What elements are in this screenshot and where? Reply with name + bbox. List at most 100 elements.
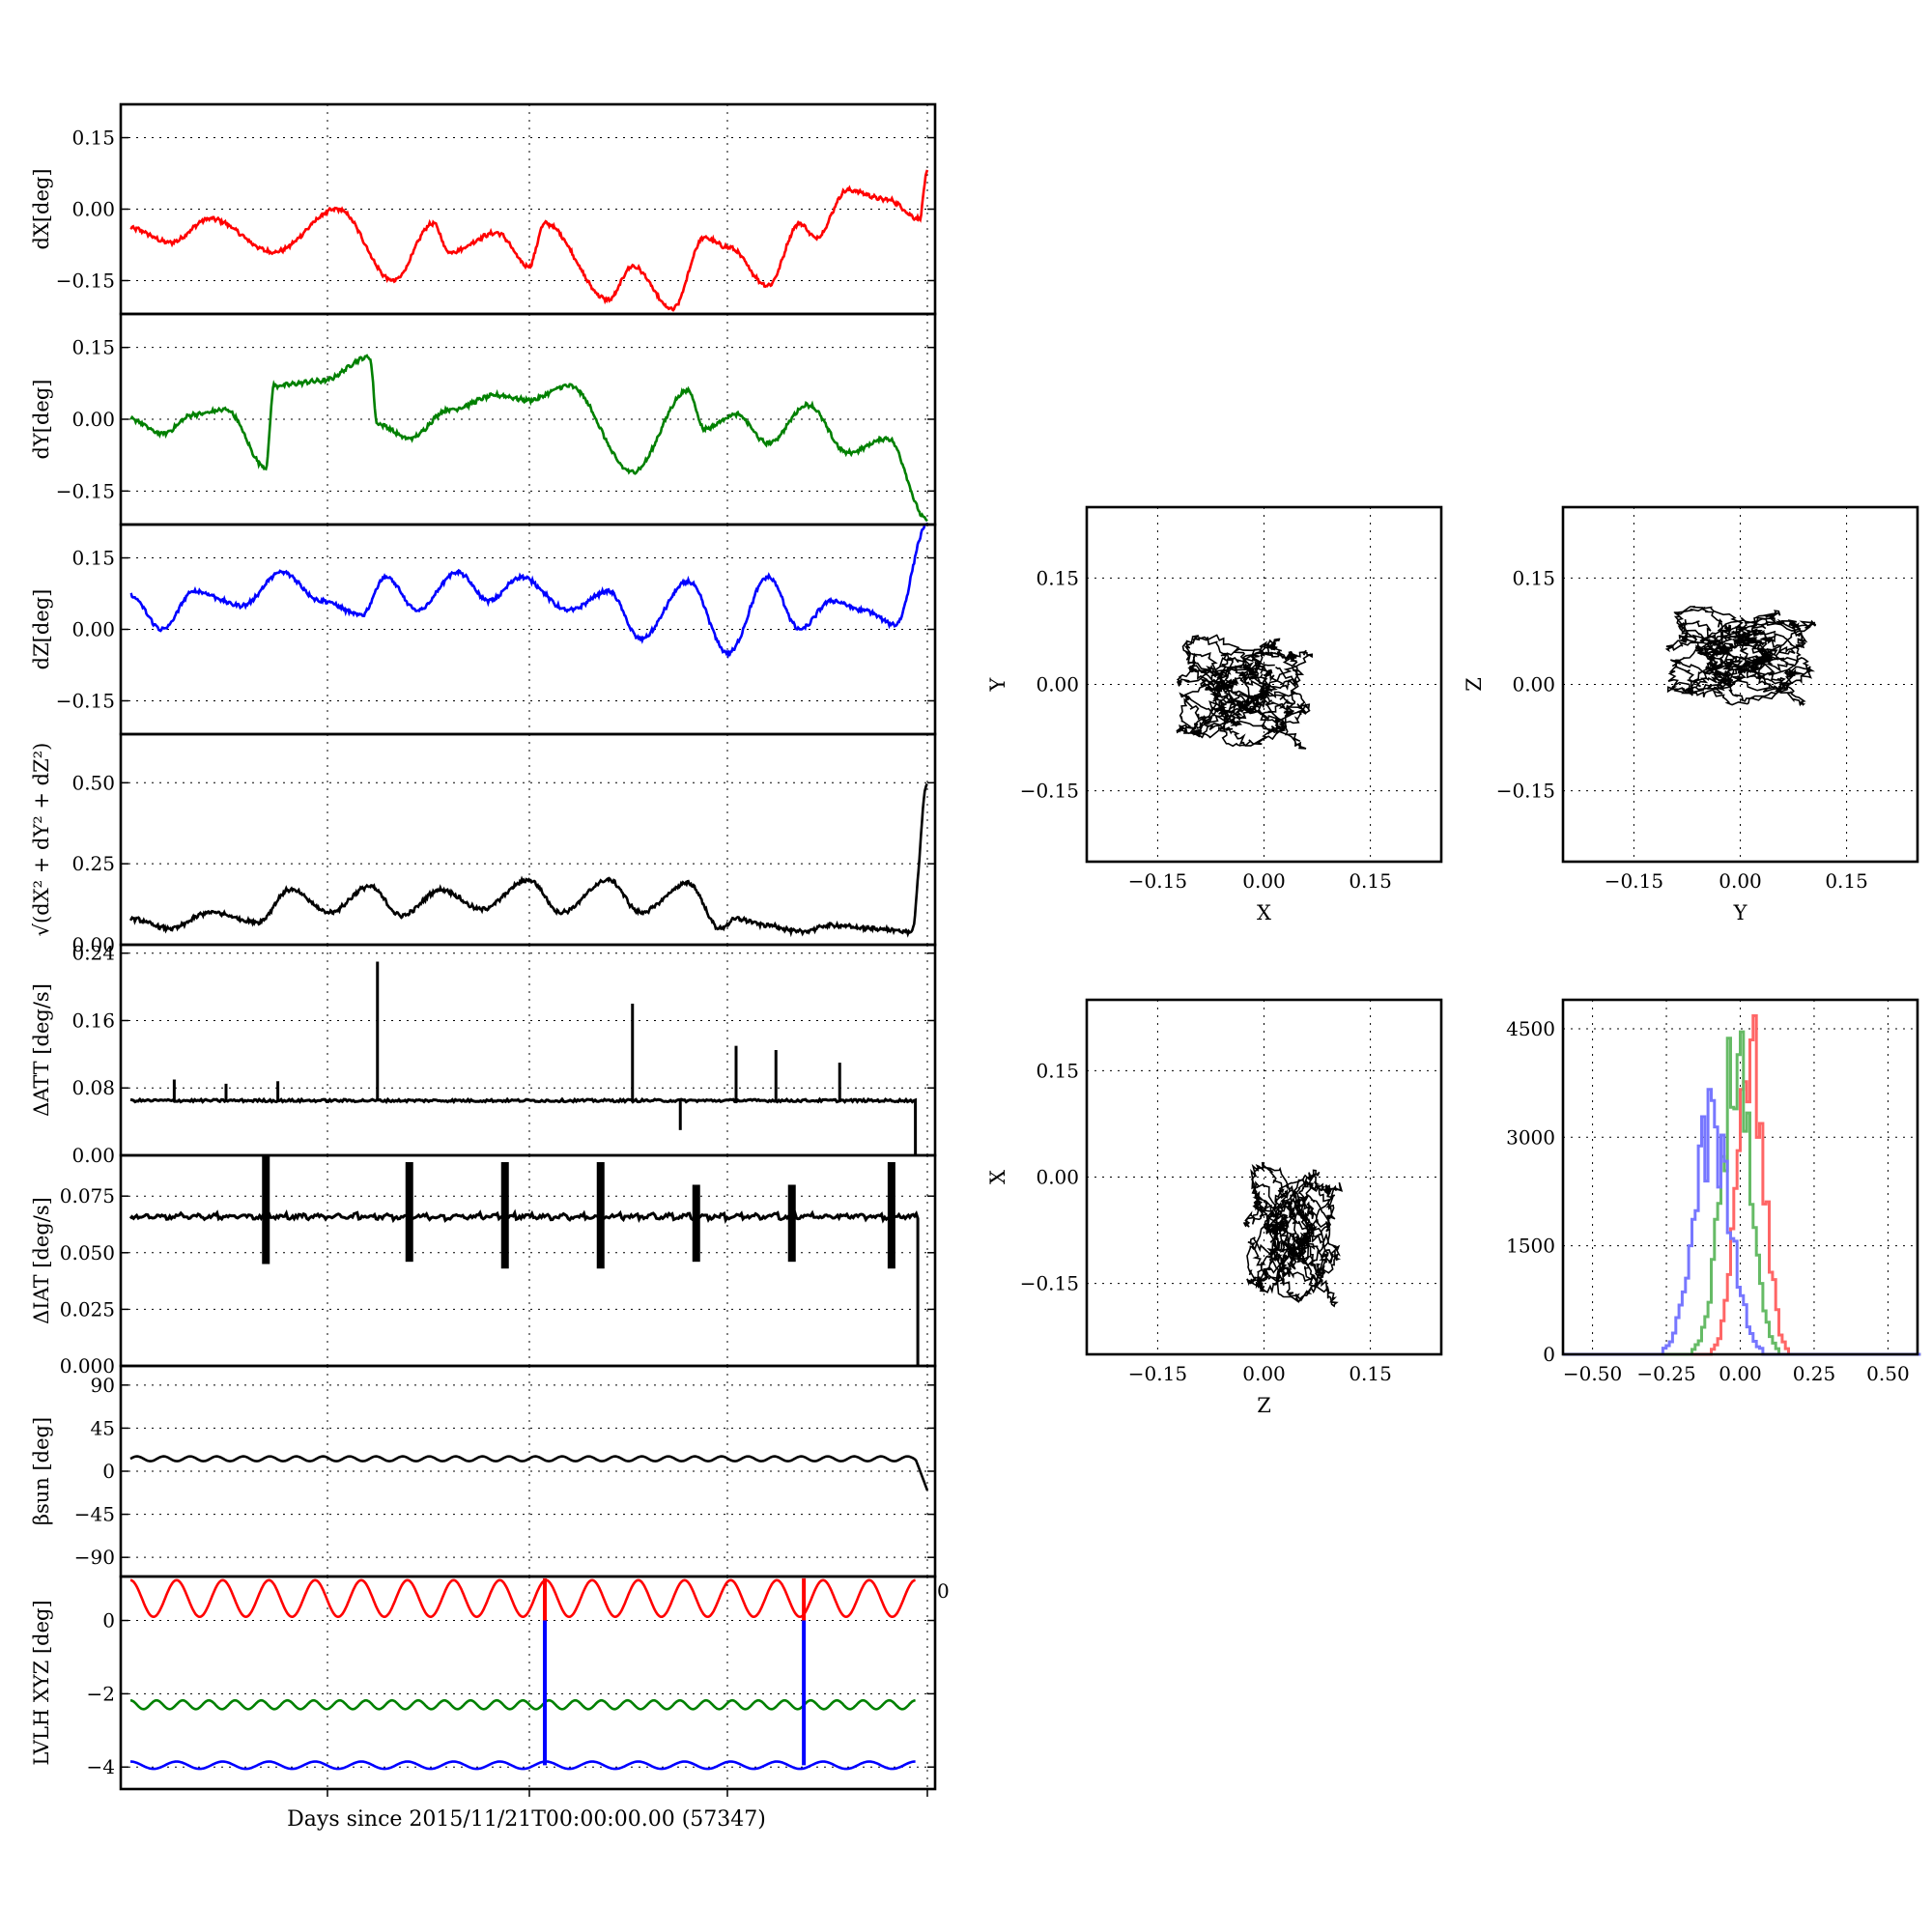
beta-ytick-label-2: 0 xyxy=(102,1460,115,1483)
zx-ytick-label-2: 0.15 xyxy=(1036,1059,1079,1082)
dz-ylabel: dZ[deg] xyxy=(30,589,53,670)
dx-ylabel: dX[deg] xyxy=(30,168,53,249)
dx-frame xyxy=(119,102,937,316)
xy-frame xyxy=(1085,505,1443,864)
lvlh-ylabel: LVLH XYZ [deg] xyxy=(30,1600,53,1765)
yz-ytick-label-2: 0.15 xyxy=(1512,566,1555,589)
zx-xtick-label-1: 0.00 xyxy=(1242,1362,1286,1385)
dy-series-line xyxy=(129,354,928,523)
dz-ytick-label-2: 0.15 xyxy=(71,547,115,570)
hist-ytick-label-1: 1500 xyxy=(1506,1235,1555,1258)
datt-ytick-label-3: 0.24 xyxy=(71,942,115,965)
diat-ytick-label-3: 0.075 xyxy=(60,1184,115,1208)
lvlh-ytick-label-2: 0 xyxy=(102,1609,115,1633)
beta-ytick-label-4: 90 xyxy=(91,1374,115,1397)
lvlh-ytick-label-0: −4 xyxy=(87,1755,115,1778)
yz-frame xyxy=(1561,505,1919,864)
diat-burst-6 xyxy=(887,1162,895,1269)
dx-ytick-label-0: −0.15 xyxy=(56,269,115,292)
dy-ytick-label-0: −0.15 xyxy=(56,479,115,502)
xy-xtick-label-2: 0.15 xyxy=(1349,869,1392,893)
diat-burst-2 xyxy=(500,1162,509,1269)
hist-xtick-label-3: 0.25 xyxy=(1793,1362,1836,1385)
yz-xtick-label-1: 0.00 xyxy=(1719,869,1762,893)
time-axis-label: Days since 2015/11/21T00:00:00.00 (57347… xyxy=(287,1807,766,1832)
diat-baseline-line xyxy=(128,1208,920,1366)
xy-ytick-label-2: 0.15 xyxy=(1036,566,1079,589)
diat-ytick-label-2: 0.050 xyxy=(60,1241,115,1264)
dz-ytick-label-0: −0.15 xyxy=(56,689,115,712)
datt-frame xyxy=(119,943,937,1157)
diat-burst-5 xyxy=(787,1184,796,1263)
beta-frame xyxy=(119,1364,937,1578)
zx-ytick-label-0: −0.15 xyxy=(1020,1272,1079,1295)
xy-ylabel: Y xyxy=(986,676,1009,692)
xy-ytick-label-0: −0.15 xyxy=(1020,780,1079,803)
hist-ytick-label-3: 4500 xyxy=(1506,1017,1555,1040)
dy-ylabel: dY[deg] xyxy=(30,379,53,459)
dr-ytick-label-0: 0.00 xyxy=(71,933,115,956)
yz-ylabel: Z xyxy=(1463,677,1486,692)
dx-ytick-label-2: 0.15 xyxy=(71,127,115,150)
hist-xtick-label-1: −0.25 xyxy=(1636,1362,1695,1385)
diat-ylabel: ΔIAT [deg/s] xyxy=(30,1197,53,1324)
datt-ylabel: ΔATT [deg/s] xyxy=(30,983,53,1117)
dr-frame xyxy=(119,732,937,947)
dz-frame xyxy=(119,523,937,736)
zx-ylabel: X xyxy=(986,1170,1009,1184)
zx-ytick-label-1: 0.00 xyxy=(1036,1166,1079,1189)
hist-series-1 xyxy=(1563,1030,1921,1356)
lvlh-series-line-1 xyxy=(129,1698,916,1711)
datt-baseline-line xyxy=(129,1096,918,1156)
beta-series-line xyxy=(129,1455,929,1492)
dz-ytick-label-1: 0.00 xyxy=(71,618,115,641)
datt-ytick-label-1: 0.08 xyxy=(71,1076,115,1099)
hist-frame xyxy=(1561,998,1919,1356)
hist-ytick-label-0: 0 xyxy=(1543,1343,1555,1366)
hist-xtick-label-2: 0.00 xyxy=(1719,1362,1762,1385)
hist-ytick-label-2: 3000 xyxy=(1506,1125,1555,1149)
yz-xtick-label-2: 0.15 xyxy=(1825,869,1868,893)
diat-ytick-label-1: 0.025 xyxy=(60,1297,115,1321)
diat-burst-3 xyxy=(596,1162,605,1269)
dy-ytick-label-2: 0.15 xyxy=(71,336,115,359)
yz-ytick-label-0: −0.15 xyxy=(1496,780,1555,803)
zx-xtick-label-0: −0.15 xyxy=(1128,1362,1187,1385)
beta-ytick-label-0: −90 xyxy=(74,1546,115,1569)
yz-xtick-label-0: −0.15 xyxy=(1605,869,1663,893)
dr-ylabel: √(dX² + dY² + dZ²) xyxy=(30,743,53,937)
yz-xlabel: Y xyxy=(1733,901,1748,924)
beta-ylabel: βsun [deg] xyxy=(30,1417,53,1525)
zx-xtick-label-2: 0.15 xyxy=(1349,1362,1392,1385)
dr-ytick-label-1: 0.25 xyxy=(71,852,115,875)
lvlh-series-line-0 xyxy=(129,1578,916,1619)
xy-trajectory xyxy=(1176,634,1314,750)
lvlh-stray-zero-label: 0 xyxy=(937,1579,950,1603)
diat-frame xyxy=(119,1153,937,1368)
diat-burst-0 xyxy=(262,1155,270,1264)
dy-ytick-label-1: 0.00 xyxy=(71,408,115,431)
zx-trajectory xyxy=(1242,1161,1344,1308)
xy-xtick-label-0: −0.15 xyxy=(1128,869,1187,893)
hist-xtick-label-0: −0.50 xyxy=(1563,1362,1622,1385)
dx-series-line xyxy=(129,169,929,312)
lvlh-series-line-2 xyxy=(130,1760,916,1771)
diat-burst-1 xyxy=(405,1162,413,1263)
beta-ytick-label-3: 45 xyxy=(91,1416,115,1439)
zx-xlabel: Z xyxy=(1257,1394,1271,1417)
xy-xtick-label-1: 0.00 xyxy=(1242,869,1286,893)
lvlh-ytick-label-1: −2 xyxy=(87,1682,115,1705)
lvlh-frame xyxy=(119,1575,937,1791)
diat-ytick-label-0: 0.000 xyxy=(60,1354,115,1378)
yz-trajectory xyxy=(1664,606,1817,707)
yz-ytick-label-1: 0.00 xyxy=(1512,673,1555,696)
dy-frame xyxy=(119,312,937,526)
dz-series-line xyxy=(129,522,928,660)
dx-ytick-label-1: 0.00 xyxy=(71,198,115,221)
diat-burst-4 xyxy=(692,1184,700,1263)
hist-xtick-label-4: 0.50 xyxy=(1866,1362,1910,1385)
hist-series-0 xyxy=(1563,1014,1921,1356)
dr-ytick-label-2: 0.50 xyxy=(71,771,115,794)
datt-ytick-label-0: 0.00 xyxy=(71,1144,115,1167)
